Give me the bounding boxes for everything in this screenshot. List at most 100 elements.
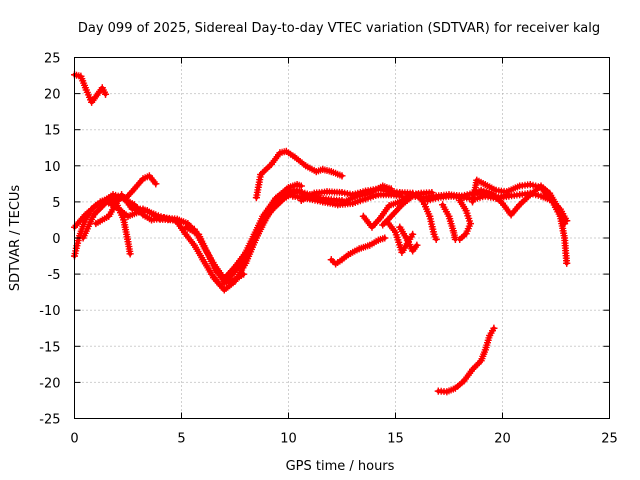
data-point [92, 202, 100, 210]
data-point [334, 201, 342, 209]
data-point [430, 230, 438, 238]
data-point [387, 185, 395, 193]
data-point [413, 241, 421, 249]
data-point [128, 205, 136, 213]
data-point [103, 198, 111, 206]
series-arc-25-markers [469, 182, 569, 228]
data-point [409, 192, 417, 200]
data-point [481, 192, 489, 200]
series-arc-1-markers [71, 71, 110, 106]
x-axis-title: GPS time / hours [286, 459, 395, 474]
data-point [353, 192, 361, 200]
data-point [88, 98, 96, 106]
data-point [182, 230, 190, 238]
data-point [332, 260, 340, 268]
data-point [426, 212, 434, 220]
data-point [366, 241, 374, 249]
data-point [169, 216, 177, 224]
plus-markers [71, 71, 109, 106]
data-point [383, 217, 391, 225]
data-point [338, 189, 346, 197]
data-point [490, 324, 498, 332]
data-point [93, 91, 101, 99]
data-point [503, 188, 511, 196]
x-tick-label: 15 [387, 432, 404, 447]
data-point [293, 181, 301, 189]
data-point [445, 212, 453, 220]
data-point [449, 227, 457, 235]
grid [74, 57, 610, 419]
data-point [460, 377, 468, 385]
series-arc-23-markers [456, 196, 474, 243]
data-point [220, 286, 228, 294]
data-point [220, 274, 228, 282]
series-arc-26-markers [434, 324, 498, 396]
data-point [402, 234, 410, 242]
data-point [126, 250, 134, 258]
x-axis: 0 5 10 15 20 25 [70, 432, 617, 447]
data-point [257, 170, 265, 178]
y-tick-label: -5 [48, 268, 61, 283]
data-point [323, 188, 331, 196]
data-point [81, 211, 89, 219]
data-point [297, 182, 305, 190]
plus-markers [327, 234, 389, 268]
data-point [516, 201, 524, 209]
data-point [447, 192, 455, 200]
data-point [561, 220, 569, 228]
data-point [385, 202, 393, 210]
data-point [398, 201, 406, 209]
series-arc-14-markers [340, 182, 395, 206]
data-point [310, 189, 318, 197]
data-point [190, 241, 198, 249]
data-point [499, 199, 506, 207]
data-point [409, 230, 417, 238]
data-point [118, 191, 126, 199]
data-point [82, 86, 90, 94]
y-tick-label: -15 [39, 340, 60, 355]
data-point [190, 225, 198, 233]
data-point [392, 228, 399, 236]
data-point [477, 186, 485, 194]
y-tick-label: 10 [44, 160, 61, 175]
data-point [366, 189, 374, 197]
data-point [291, 153, 299, 161]
data-point [92, 220, 100, 228]
data-point [344, 251, 352, 259]
y-tick-label: -25 [39, 413, 60, 428]
data-point [124, 238, 132, 246]
data-point [124, 212, 132, 220]
data-point [295, 187, 303, 195]
data-point [252, 194, 260, 202]
data-point [252, 234, 260, 242]
data-point [526, 181, 534, 189]
data-point [79, 234, 87, 242]
data-point [537, 192, 545, 200]
data-point [306, 195, 314, 203]
data-point [319, 198, 327, 206]
data-point [419, 198, 427, 206]
series-arc-18-markers [383, 217, 417, 256]
chart-title: Day 099 of 2025, Sidereal Day-to-day VTE… [78, 21, 600, 36]
data-point [537, 182, 545, 190]
data-point [379, 182, 387, 190]
data-point [274, 198, 282, 206]
data-point [443, 388, 451, 396]
data-point [77, 72, 85, 80]
y-tick-label: -10 [39, 304, 60, 319]
y-tick-label: 5 [52, 196, 60, 211]
y-tick-label: 15 [44, 124, 61, 139]
data-point [210, 274, 218, 282]
data-point [488, 189, 496, 197]
data-point [362, 195, 370, 203]
data-point [434, 194, 442, 202]
data-point [327, 168, 335, 176]
data-point [340, 198, 348, 206]
data-point [165, 215, 173, 223]
data-point [413, 191, 421, 199]
data-point [424, 196, 432, 204]
data-point [481, 181, 489, 189]
data-point [462, 207, 470, 215]
data-point [285, 187, 292, 195]
data-point [377, 214, 385, 222]
